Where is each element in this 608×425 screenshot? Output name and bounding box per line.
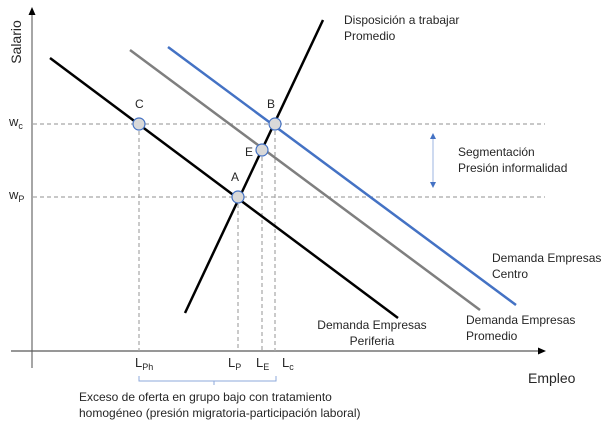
y-tick-wc-main: w (9, 114, 19, 129)
y-tick-wc: wc (9, 114, 23, 131)
x-axis-title: Empleo (528, 370, 576, 386)
demand-periferia-label-line2: Periferia (349, 334, 395, 348)
x-tick-lc-sub: c (289, 362, 294, 372)
supply-label: Disposición a trabajar Promedio (344, 12, 459, 44)
x-tick-lc-main: L (282, 355, 290, 370)
demand-centro-curve (167, 45, 517, 307)
y-axis-arrow-icon (28, 7, 36, 15)
excess-supply-label: Exceso de oferta en grupo bajo con trata… (79, 389, 360, 421)
x-tick-lc: Lc (282, 355, 294, 372)
segmentation-label-line1: Segmentación (458, 145, 535, 159)
y-axis (28, 7, 36, 368)
demand-centro-label: Demanda Empresas Centro (492, 250, 601, 282)
x-axis (11, 347, 546, 355)
demand-promedio-label: Demanda Empresas Promedio (466, 312, 575, 344)
x-tick-lph: LPh (135, 355, 153, 372)
point-a-marker (231, 190, 245, 204)
x-tick-lph-sub: Ph (142, 362, 154, 372)
supply-label-line2: Promedio (344, 29, 396, 43)
excess-supply-label-line2: homogéneo (presión migratoria-participac… (79, 406, 361, 420)
equilibrium-points (132, 117, 282, 204)
segmentation-label-line2: Presión informalidad (458, 161, 568, 175)
point-e-label: E (245, 145, 254, 159)
x-tick-le: LE (256, 355, 269, 372)
excess-supply-label-line1: Exceso de oferta en grupo bajo con trata… (79, 390, 332, 404)
point-a-label: A (231, 170, 240, 184)
demand-centro-label-line1: Demanda Empresas (492, 251, 602, 265)
demand-centro-label-line2: Centro (492, 267, 529, 281)
x-tick-lph-main: L (135, 355, 143, 370)
demand-promedio-curve (129, 48, 481, 312)
segmentation-label: Segmentación Presión informalidad (458, 144, 567, 176)
x-tick-lp-sub: P (235, 362, 242, 372)
point-c-marker (132, 117, 146, 131)
x-tick-lp-main: L (228, 355, 236, 370)
excess-brace-icon (138, 376, 277, 385)
employment-guides (138, 124, 276, 351)
x-axis-arrow-icon (538, 347, 546, 355)
demand-promedio-label-line2: Promedio (466, 329, 518, 343)
wage-guides (33, 123, 545, 198)
demand-periferia-curve (49, 56, 399, 320)
point-b-label: B (267, 97, 276, 111)
demand-periferia-label-line1: Demanda Empresas (317, 318, 427, 332)
point-b-marker (268, 117, 282, 131)
y-tick-wp-main: w (9, 187, 19, 202)
x-tick-lp: LP (228, 355, 241, 372)
y-tick-wc-sub: c (18, 121, 23, 131)
x-tick-le-sub: E (263, 362, 270, 372)
demand-periferia-label: Demanda Empresas Periferia (312, 317, 432, 349)
point-e-marker (255, 143, 269, 157)
demand-promedio-label-line1: Demanda Empresas (466, 313, 576, 327)
y-axis-title: Salario (8, 20, 24, 64)
x-tick-le-main: L (256, 355, 264, 370)
y-tick-wp-sub: P (18, 194, 25, 204)
supply-label-line1: Disposición a trabajar (344, 13, 460, 27)
y-tick-wp: wP (9, 187, 24, 204)
point-c-label: C (135, 97, 144, 111)
supply-curve (183, 19, 325, 314)
